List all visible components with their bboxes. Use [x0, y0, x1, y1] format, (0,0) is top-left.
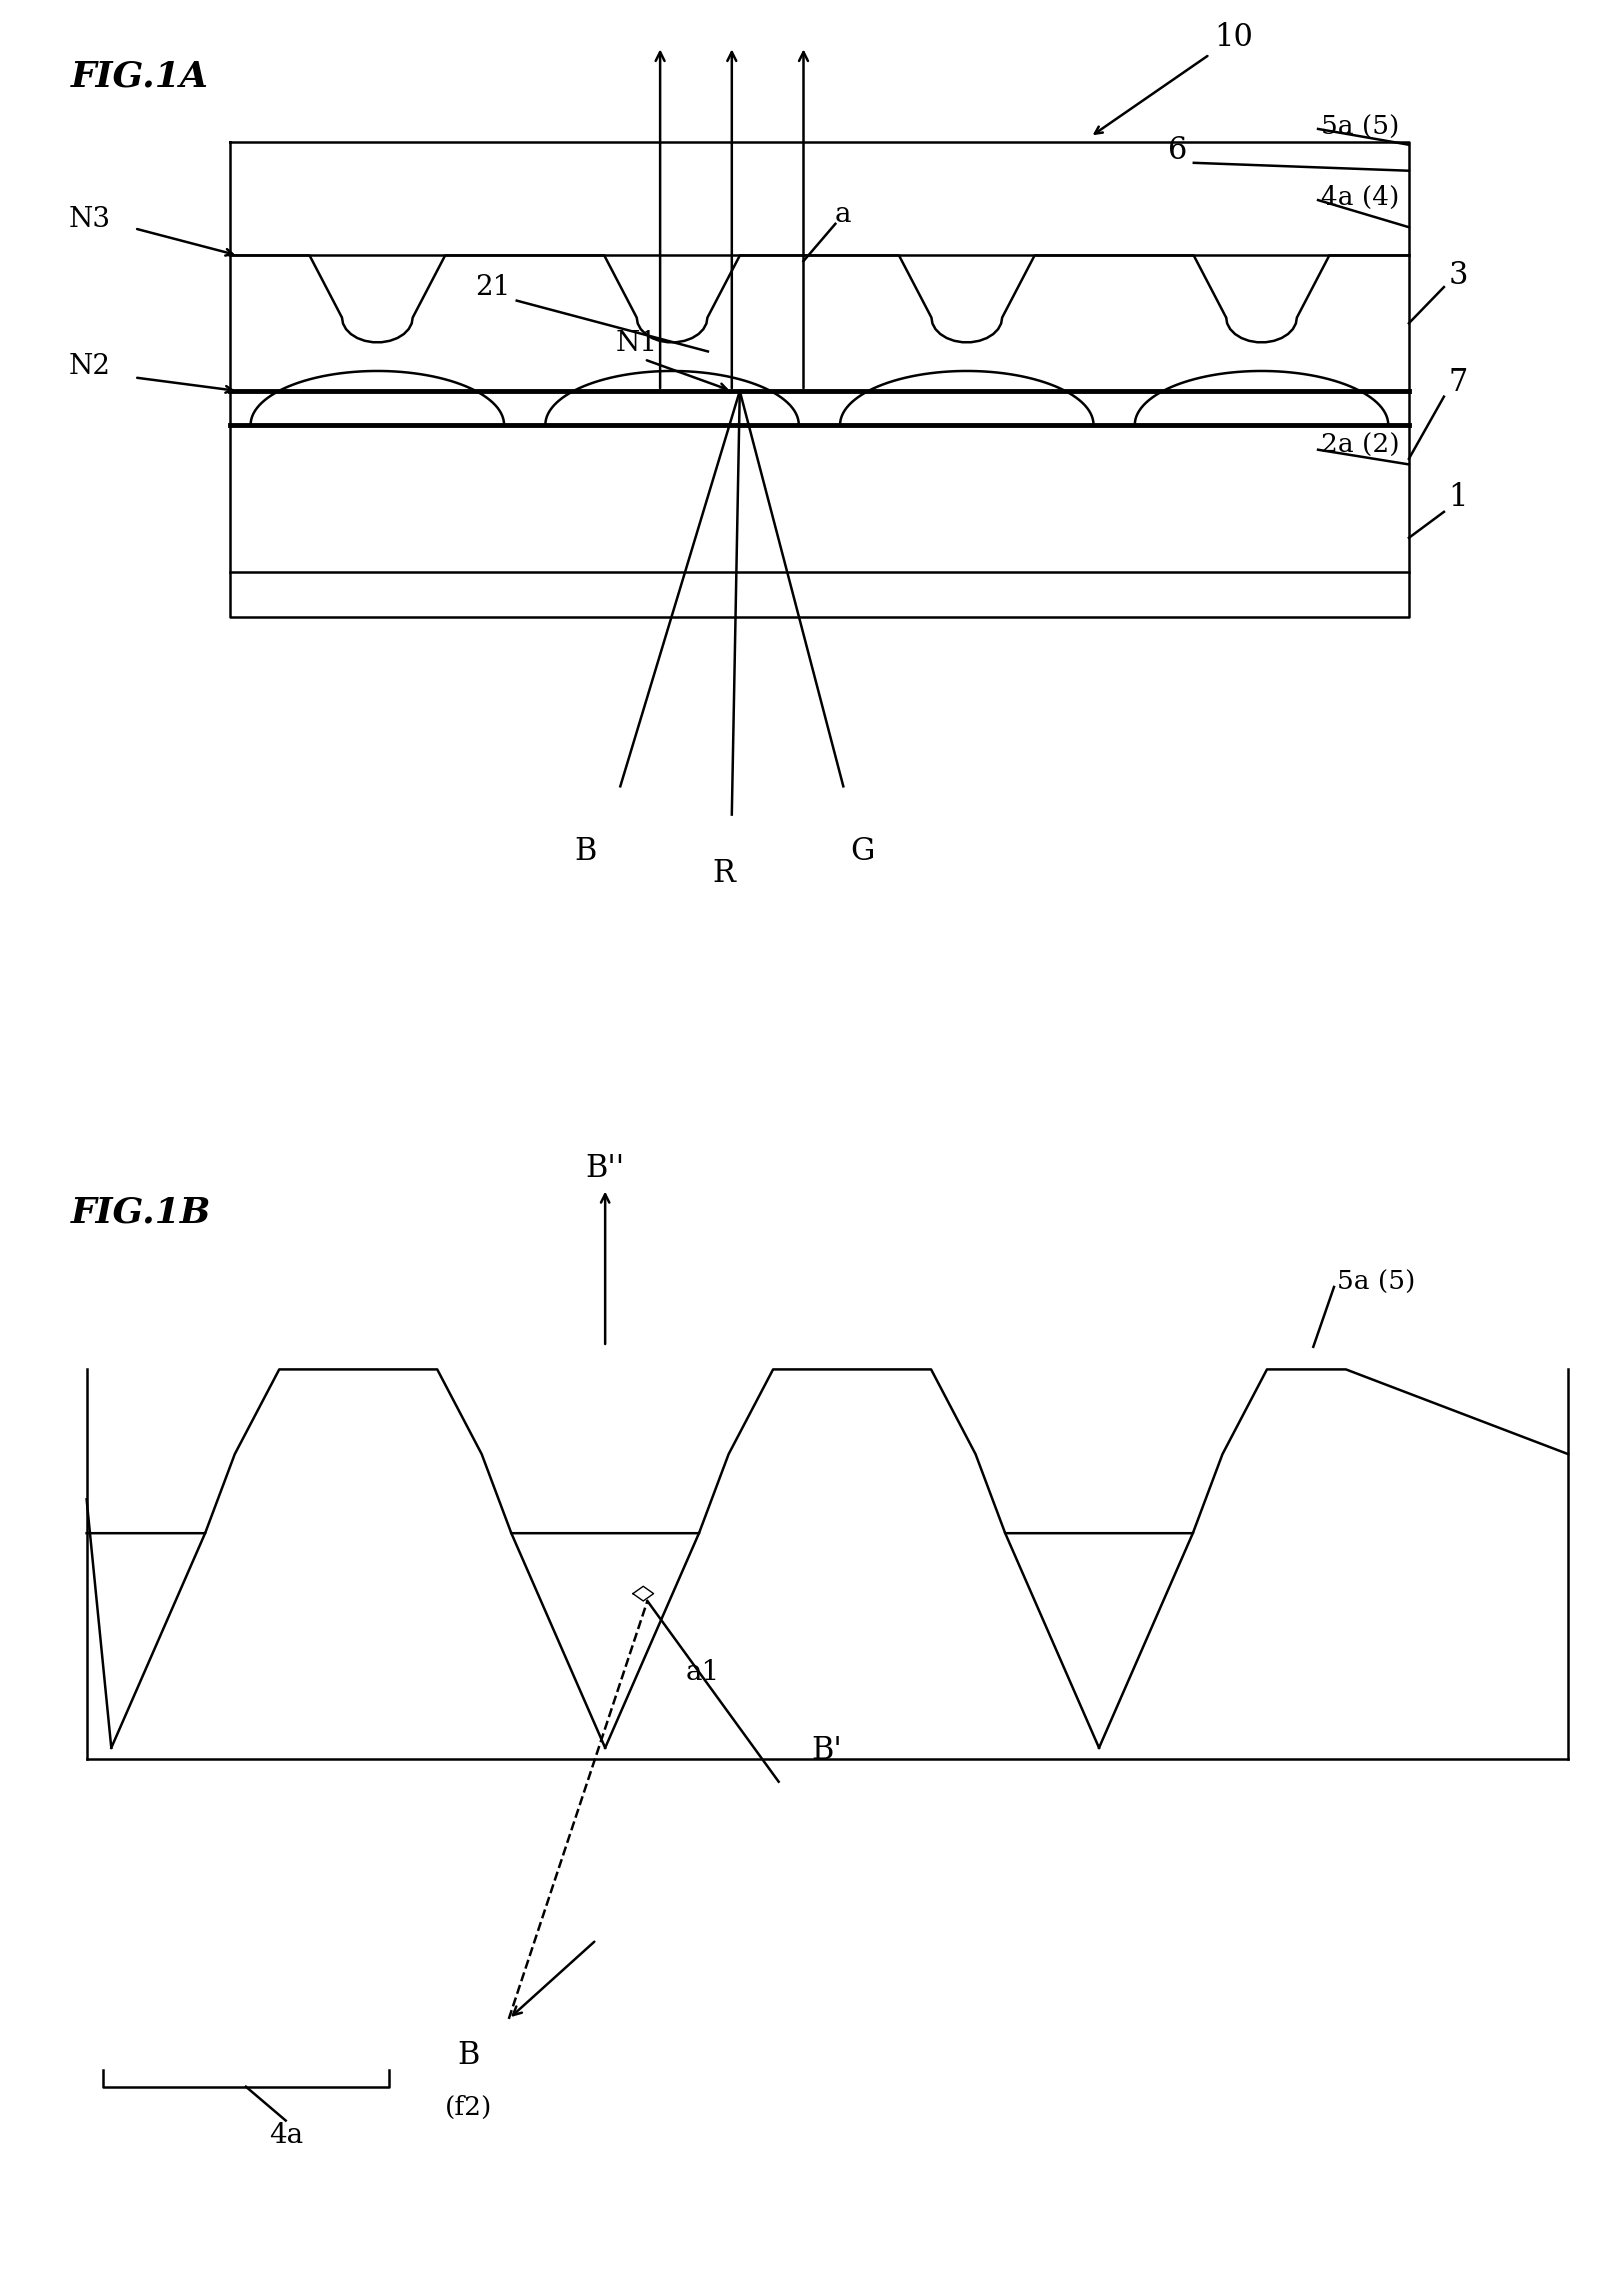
Text: FIG.1A: FIG.1A — [71, 59, 209, 93]
Text: 21: 21 — [476, 274, 511, 301]
Text: B': B' — [812, 1735, 842, 1767]
Text: 5a (5): 5a (5) — [1337, 1270, 1416, 1295]
Text: a: a — [836, 201, 852, 228]
Text: 1: 1 — [1448, 481, 1469, 513]
Text: a1: a1 — [686, 1660, 720, 1685]
Text: 10: 10 — [1215, 23, 1253, 52]
Text: G: G — [850, 837, 874, 866]
Text: N3: N3 — [69, 205, 111, 233]
Text: B'': B'' — [585, 1154, 625, 1183]
Text: 5a (5): 5a (5) — [1321, 114, 1400, 139]
Text: 6: 6 — [1168, 135, 1188, 166]
Text: 4a: 4a — [268, 2123, 302, 2150]
Text: B: B — [458, 2041, 480, 2070]
Text: 3: 3 — [1448, 260, 1469, 290]
Text: (f2): (f2) — [445, 2095, 493, 2120]
Text: 4a (4): 4a (4) — [1321, 185, 1400, 210]
Text: 7: 7 — [1448, 367, 1469, 399]
Text: B: B — [574, 837, 596, 866]
Text: N2: N2 — [69, 353, 111, 381]
Text: 2a (2): 2a (2) — [1321, 433, 1400, 458]
Text: R: R — [712, 857, 736, 889]
Text: N1: N1 — [615, 331, 657, 358]
Text: FIG.1B: FIG.1B — [71, 1195, 211, 1229]
